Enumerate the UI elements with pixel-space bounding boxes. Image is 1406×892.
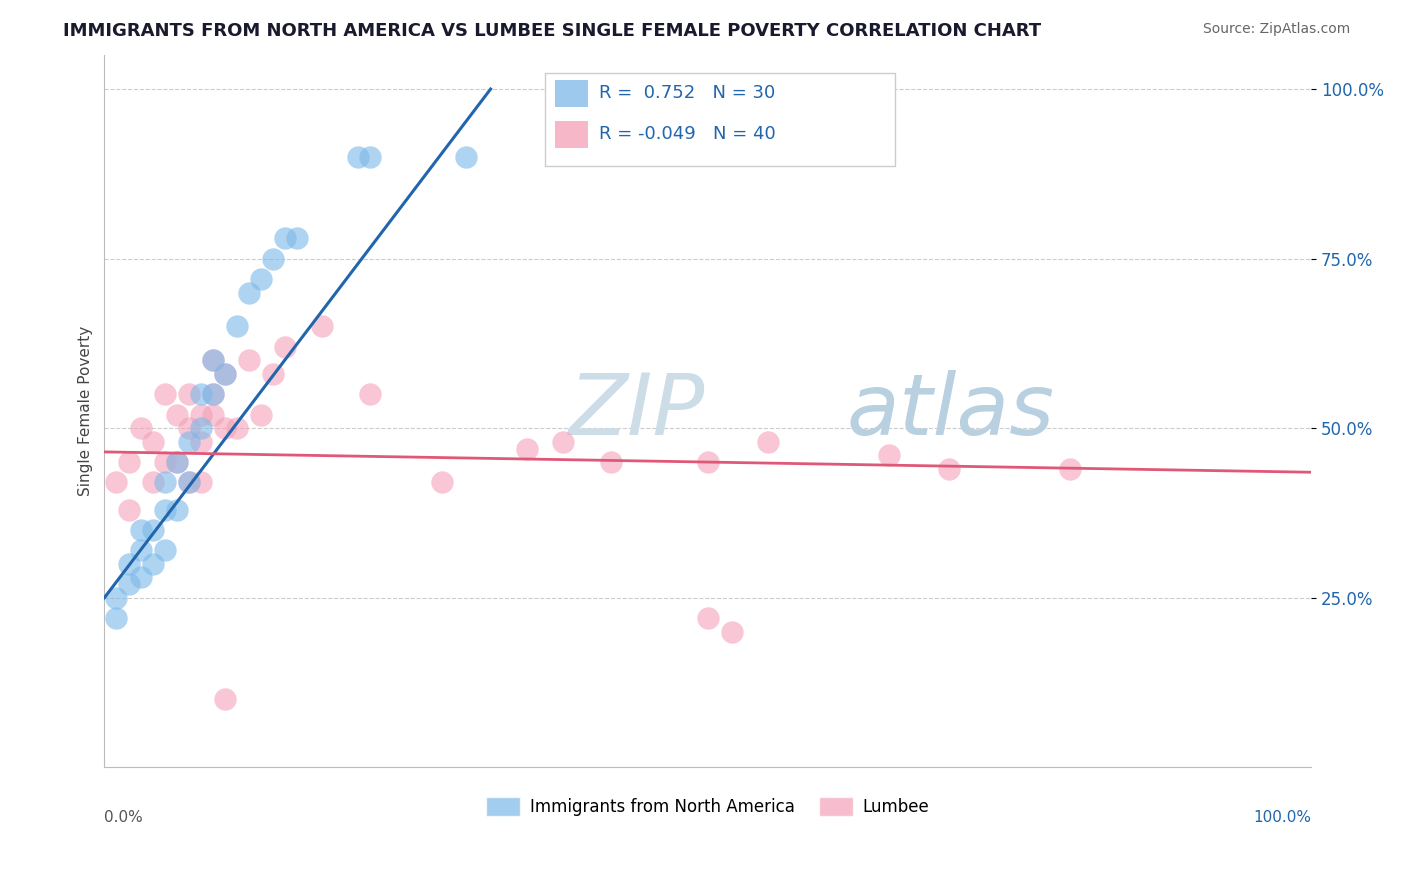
Point xyxy=(177,475,200,490)
Text: Source: ZipAtlas.com: Source: ZipAtlas.com xyxy=(1202,22,1350,37)
Point xyxy=(153,502,176,516)
Point xyxy=(129,570,152,584)
Point xyxy=(129,543,152,558)
Point xyxy=(250,272,273,286)
Point xyxy=(226,421,249,435)
Point xyxy=(105,475,128,490)
Point xyxy=(696,611,718,625)
Point xyxy=(153,543,176,558)
Point xyxy=(238,285,260,300)
Point xyxy=(311,319,333,334)
Point xyxy=(177,475,200,490)
Text: ZIP: ZIP xyxy=(569,369,706,453)
Point xyxy=(238,353,260,368)
Point xyxy=(201,353,224,368)
Point xyxy=(250,408,273,422)
Point xyxy=(129,523,152,537)
Point xyxy=(287,231,309,245)
Point xyxy=(142,475,165,490)
Text: IMMIGRANTS FROM NORTH AMERICA VS LUMBEE SINGLE FEMALE POVERTY CORRELATION CHART: IMMIGRANTS FROM NORTH AMERICA VS LUMBEE … xyxy=(63,22,1042,40)
Text: R = -0.049   N = 40: R = -0.049 N = 40 xyxy=(599,125,776,144)
Point xyxy=(117,455,139,469)
Point xyxy=(117,502,139,516)
Point xyxy=(359,150,381,164)
Text: R =  0.752   N = 30: R = 0.752 N = 30 xyxy=(599,84,776,102)
Point xyxy=(226,319,249,334)
Point xyxy=(129,421,152,435)
Point xyxy=(201,387,224,401)
Point xyxy=(153,475,176,490)
Point xyxy=(938,462,960,476)
Point xyxy=(153,387,176,401)
Point xyxy=(117,557,139,571)
Text: 0.0%: 0.0% xyxy=(104,810,143,825)
Point xyxy=(274,340,297,354)
Point xyxy=(142,557,165,571)
Point xyxy=(600,455,623,469)
Point xyxy=(721,624,744,639)
Point xyxy=(214,367,236,381)
FancyBboxPatch shape xyxy=(546,73,894,166)
Point xyxy=(166,408,188,422)
Point xyxy=(214,692,236,706)
Point xyxy=(153,455,176,469)
Point xyxy=(877,448,900,462)
Point xyxy=(201,387,224,401)
Point xyxy=(190,434,212,449)
Point xyxy=(274,231,297,245)
Point xyxy=(201,353,224,368)
Point xyxy=(696,455,718,469)
Point xyxy=(262,252,284,266)
Legend: Immigrants from North America, Lumbee: Immigrants from North America, Lumbee xyxy=(479,790,936,823)
Point xyxy=(105,591,128,605)
Point xyxy=(166,502,188,516)
Text: atlas: atlas xyxy=(846,369,1054,453)
Point xyxy=(214,421,236,435)
Y-axis label: Single Female Poverty: Single Female Poverty xyxy=(79,326,93,496)
Point xyxy=(262,367,284,381)
Point xyxy=(142,434,165,449)
Point xyxy=(142,523,165,537)
Point xyxy=(105,611,128,625)
Point xyxy=(117,577,139,591)
Point xyxy=(516,442,538,456)
Point xyxy=(177,434,200,449)
Point xyxy=(190,475,212,490)
Point xyxy=(166,455,188,469)
Point xyxy=(177,387,200,401)
Point xyxy=(551,434,574,449)
Point xyxy=(201,408,224,422)
Text: 100.0%: 100.0% xyxy=(1253,810,1312,825)
Point xyxy=(1059,462,1081,476)
Point xyxy=(456,150,478,164)
Point xyxy=(166,455,188,469)
FancyBboxPatch shape xyxy=(554,120,588,148)
Point xyxy=(359,387,381,401)
Point xyxy=(190,421,212,435)
Point xyxy=(432,475,454,490)
Point xyxy=(756,434,779,449)
FancyBboxPatch shape xyxy=(554,80,588,107)
Point xyxy=(346,150,368,164)
Point xyxy=(177,421,200,435)
Point xyxy=(214,367,236,381)
Point xyxy=(190,408,212,422)
Point xyxy=(190,387,212,401)
